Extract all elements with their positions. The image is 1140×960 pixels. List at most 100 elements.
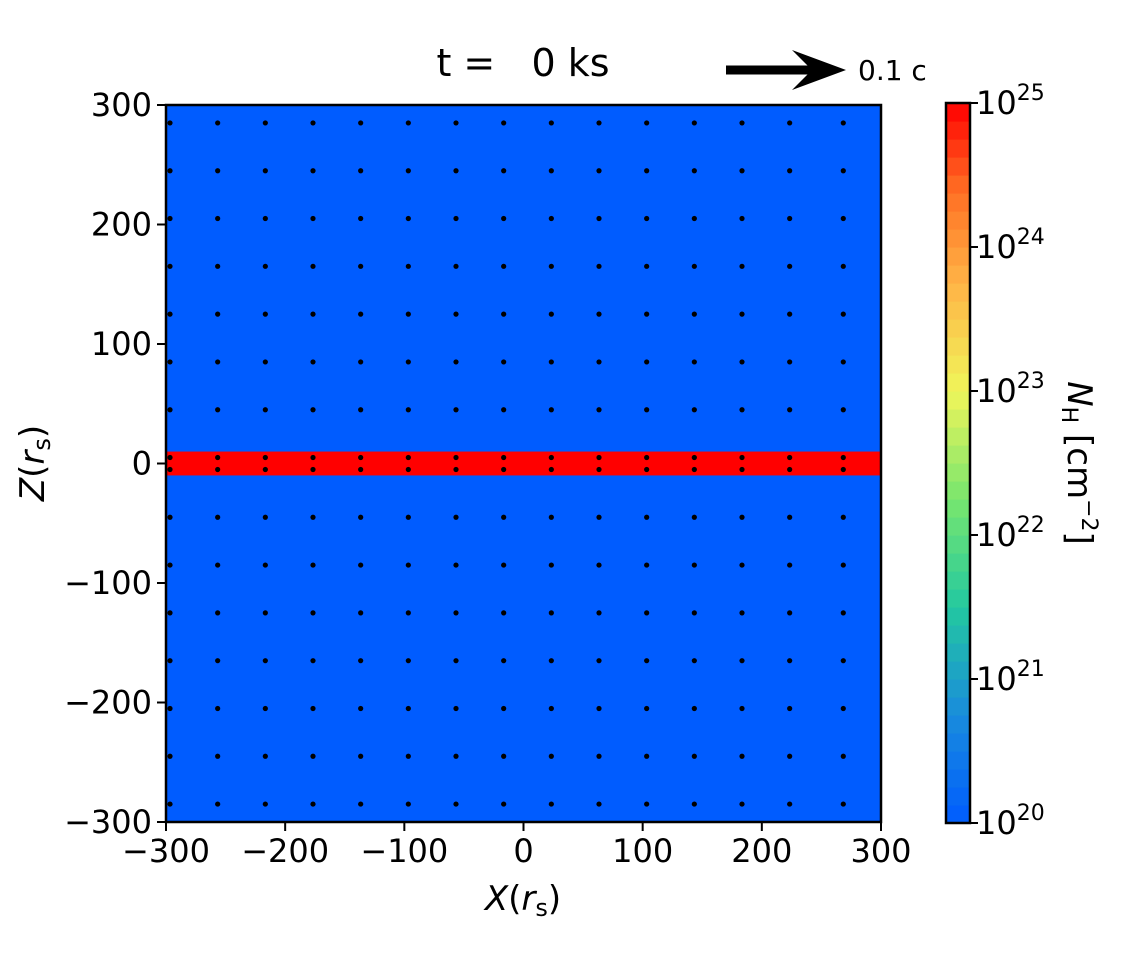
grid-marker <box>358 705 364 712</box>
grid-marker <box>453 610 459 616</box>
grid-marker <box>358 359 364 365</box>
grid-marker <box>310 359 316 365</box>
grid-marker <box>167 801 173 807</box>
x-tick-label: −200 <box>241 832 329 870</box>
grid-marker <box>644 466 650 473</box>
y-tick-label: 100 <box>91 325 152 363</box>
grid-marker <box>262 610 268 616</box>
grid-marker <box>405 120 411 126</box>
colorbar-segment <box>946 319 970 338</box>
grid-marker <box>644 562 650 568</box>
grid-marker <box>548 120 554 126</box>
grid-marker <box>453 120 459 126</box>
colorbar-segment <box>946 589 970 608</box>
grid-marker <box>501 753 507 759</box>
grid-marker <box>167 658 173 664</box>
grid-marker <box>310 263 316 269</box>
colorbar-ticks: 1020 1021 1022 1023 1024 1025 <box>970 81 1045 842</box>
grid-marker <box>310 801 316 807</box>
grid-marker <box>596 168 602 174</box>
grid-marker <box>840 407 846 413</box>
grid-marker <box>548 168 554 174</box>
grid-marker <box>310 610 316 616</box>
grid-marker <box>310 407 316 413</box>
grid-marker <box>596 311 602 317</box>
grid-marker <box>691 215 697 222</box>
grid-marker <box>596 263 602 269</box>
grid-marker <box>691 120 697 126</box>
grid-marker <box>405 801 411 807</box>
grid-marker <box>691 263 697 269</box>
grid-marker <box>840 120 846 126</box>
grid-marker <box>262 658 268 664</box>
colorbar-segment <box>946 193 970 212</box>
grid-marker <box>548 753 554 759</box>
y-axis-label-sub: s <box>28 438 56 451</box>
grid-marker <box>453 658 459 664</box>
grid-marker <box>453 466 459 473</box>
grid-marker <box>644 610 650 616</box>
grid-marker <box>644 454 650 461</box>
grid-marker <box>548 311 554 317</box>
grid-marker <box>548 359 554 365</box>
grid-marker <box>310 215 316 222</box>
grid-marker <box>215 359 221 365</box>
colorbar-segment <box>946 391 970 410</box>
grid-marker <box>739 263 745 269</box>
colorbar-segment <box>946 121 970 140</box>
grid-marker <box>501 168 507 174</box>
grid-marker <box>596 120 602 126</box>
grid-marker <box>501 215 507 222</box>
grid-marker <box>215 454 221 461</box>
grid-marker <box>310 705 316 712</box>
grid-marker <box>215 168 221 174</box>
colorbar-segment <box>946 481 970 500</box>
colorbar-tick-label: 1021 <box>976 657 1045 698</box>
grid-marker <box>405 514 411 520</box>
grid-marker <box>739 466 745 473</box>
grid-marker <box>262 120 268 126</box>
colorbar-tick-label: 1025 <box>976 81 1045 122</box>
grid-marker <box>787 801 793 807</box>
grid-marker <box>501 514 507 520</box>
marker-grid <box>167 120 846 807</box>
grid-marker <box>644 359 650 365</box>
grid-marker <box>840 263 846 269</box>
grid-marker <box>215 311 221 317</box>
colorbar-segment <box>946 139 970 158</box>
grid-marker <box>358 562 364 568</box>
colorbar-segment <box>946 517 970 536</box>
grid-marker <box>739 407 745 413</box>
grid-marker <box>501 311 507 317</box>
grid-marker <box>691 407 697 413</box>
grid-marker <box>840 753 846 759</box>
colorbar-segment <box>946 679 970 698</box>
colorbar-segment <box>946 643 970 662</box>
y-tick-label: 300 <box>91 86 152 124</box>
velocity-key: 0.1 c <box>726 50 927 90</box>
grid-marker <box>596 407 602 413</box>
grid-marker <box>501 610 507 616</box>
grid-marker <box>310 454 316 461</box>
grid-marker <box>691 311 697 317</box>
grid-marker <box>262 215 268 222</box>
colorbar-label-var: N <box>1059 381 1099 406</box>
grid-marker <box>691 562 697 568</box>
grid-marker <box>405 562 411 568</box>
grid-marker <box>310 753 316 759</box>
grid-marker <box>691 705 697 712</box>
grid-marker <box>215 753 221 759</box>
grid-marker <box>501 562 507 568</box>
colorbar-segment <box>946 787 970 806</box>
grid-marker <box>548 454 554 461</box>
grid-marker <box>405 466 411 473</box>
grid-marker <box>644 263 650 269</box>
grid-marker <box>262 753 268 759</box>
y-tick-label: −100 <box>64 564 152 602</box>
grid-marker <box>501 466 507 473</box>
x-tick-label: 0 <box>513 832 533 870</box>
grid-marker <box>262 168 268 174</box>
y-axis: −300 −200 −100 0 100 200 300 <box>64 86 166 841</box>
y-tick-label: 200 <box>91 206 152 244</box>
